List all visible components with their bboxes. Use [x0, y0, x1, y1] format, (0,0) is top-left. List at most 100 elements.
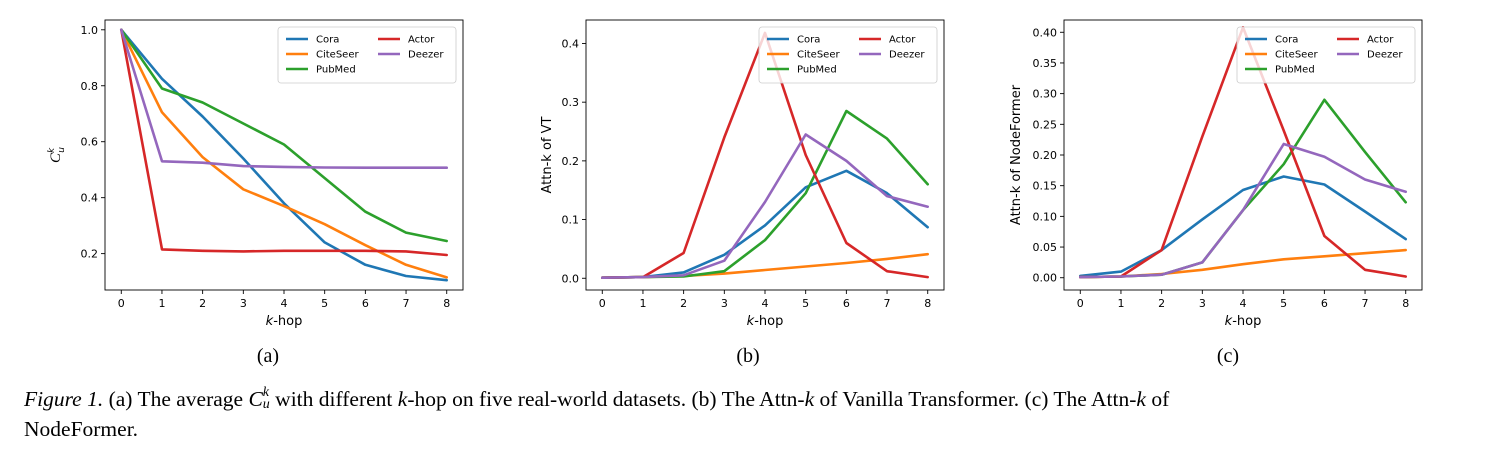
y-tick-label: 0.6 — [81, 136, 99, 149]
x-tick-label: 3 — [721, 297, 728, 310]
series-line-cora — [1079, 175, 1407, 278]
y-tick-label: 1.0 — [81, 24, 99, 37]
x-tick-label: 2 — [680, 297, 687, 310]
x-tick-label: 0 — [118, 297, 125, 310]
caption-math-u: u — [262, 397, 270, 413]
series-line-deezer — [600, 133, 930, 280]
y-tick-label: 0.2 — [562, 155, 580, 168]
chart-panel-3: 0 1 2 3 4 5 6 7 8 0.00 0.05 0.10 0.15 0.20 0.25 0.30 0.3… — [1009, 19, 1423, 367]
series-line-cora — [600, 169, 930, 280]
legend-label-citeseer: CiteSeer — [316, 50, 359, 61]
legend-box — [1236, 26, 1416, 84]
x-tick-label: 2 — [1158, 297, 1165, 310]
x-tick-label: 0 — [1077, 297, 1084, 310]
panel-label: (a) — [257, 345, 279, 367]
caption-k-1: k — [397, 387, 408, 411]
y-tick-label: 0.1 — [562, 214, 580, 227]
caption-text-e: of — [1151, 387, 1170, 411]
legend-label-deezer: Deezer — [408, 50, 444, 61]
x-tick-label: 0 — [599, 297, 606, 310]
y-tick-label: 0.8 — [81, 80, 99, 93]
caption-math-k: k — [262, 385, 270, 401]
x-tick-label: 8 — [924, 297, 931, 310]
panel-label: (c) — [1217, 345, 1239, 367]
x-tick-label: 6 — [843, 297, 850, 310]
x-tick-label: 6 — [362, 297, 369, 310]
caption-figure-label: Figure 1. — [24, 387, 104, 411]
x-axis-label: k-hop — [1225, 314, 1262, 329]
x-tick-label: 4 — [281, 297, 288, 310]
x-tick-label: 4 — [1240, 297, 1247, 310]
chart-panel-2: 0 1 2 3 4 5 6 7 8 0.0 0.1 0.2 0.3 0.4 k-hop Attn-k of V… — [540, 19, 945, 367]
y-tick-label: 0.25 — [1033, 118, 1058, 131]
caption-line-2: NodeFormer. — [24, 417, 139, 441]
x-axis-label: k-hop — [266, 314, 303, 329]
x-tick-label: 1 — [158, 297, 165, 310]
x-tick-label: 5 — [1280, 297, 1287, 310]
y-tick-label: 0.3 — [562, 96, 580, 109]
x-tick-label: 1 — [1117, 297, 1124, 310]
caption-k-2: k — [804, 387, 815, 411]
y-axis-label: Attn-k of VT — [540, 116, 555, 193]
series-line-pubmed — [600, 109, 930, 280]
caption-text-b: with different — [275, 387, 393, 411]
x-tick-label: 8 — [443, 297, 450, 310]
legend-label-citeseer: CiteSeer — [797, 50, 840, 61]
x-tick-label: 3 — [240, 297, 247, 310]
x-tick-label: 5 — [321, 297, 328, 310]
legend-label-pubmed: PubMed — [316, 65, 356, 76]
y-tick-label: 0.05 — [1033, 241, 1058, 254]
y-tick-label: 0.4 — [81, 192, 99, 205]
legend-box — [758, 26, 938, 84]
x-tick-label: 1 — [639, 297, 646, 310]
series-line-pubmed — [120, 28, 449, 243]
caption-text-c: -hop on five real-world datasets. (b) Th… — [407, 387, 805, 411]
y-tick-label: 0.30 — [1033, 88, 1058, 101]
legend-label-cora: Cora — [797, 35, 820, 46]
legend-label-citeseer: CiteSeer — [1275, 50, 1318, 61]
y-axis-label: Attn-k of NodeFormer — [1009, 84, 1024, 225]
x-tick-label: 5 — [802, 297, 809, 310]
legend-label-cora: Cora — [316, 35, 339, 46]
series-line-citeseer — [120, 28, 449, 279]
legend-label-deezer: Deezer — [1367, 50, 1403, 61]
figure-panels: 0 1 2 3 4 5 6 7 8 0.2 0.4 0.6 0.8 1.0 k-hop Cku Cora Cite… — [47, 19, 1423, 367]
y-tick-label: 0.2 — [81, 248, 99, 261]
series-line-actor — [120, 28, 449, 257]
y-tick-label: 0.15 — [1033, 180, 1058, 193]
legend-label-actor: Actor — [1367, 35, 1394, 46]
caption-math-c: C — [248, 387, 263, 411]
panel-label: (b) — [736, 345, 759, 367]
x-tick-label: 3 — [1199, 297, 1206, 310]
y-axis-label: Cku — [47, 147, 67, 163]
series-line-pubmed — [1079, 98, 1407, 279]
x-tick-label: 8 — [1402, 297, 1409, 310]
caption-text-d: of Vanilla Transformer. (c) The Attn- — [819, 387, 1137, 411]
y-tick-label: 0.35 — [1033, 57, 1058, 70]
legend-label-pubmed: PubMed — [797, 65, 837, 76]
y-tick-label: 0.00 — [1033, 272, 1058, 285]
x-tick-label: 2 — [199, 297, 206, 310]
series-line-deezer — [120, 28, 449, 169]
y-tick-label: 0.10 — [1033, 210, 1058, 223]
caption-k-3: k — [1136, 387, 1146, 411]
x-tick-label: 4 — [762, 297, 769, 310]
x-axis-label: k-hop — [747, 314, 784, 329]
legend-label-deezer: Deezer — [889, 50, 925, 61]
chart-panel-1: 0 1 2 3 4 5 6 7 8 0.2 0.4 0.6 0.8 1.0 k-hop Cku Cora Cite… — [47, 19, 464, 367]
y-tick-label: 0.4 — [562, 37, 580, 50]
x-tick-label: 7 — [1362, 297, 1369, 310]
caption-text-a: (a) The average — [108, 387, 244, 411]
series-line-cora — [120, 28, 449, 282]
series-line-deezer — [1079, 142, 1407, 279]
y-tick-label: 0.20 — [1033, 149, 1058, 162]
legend-label-pubmed: PubMed — [1275, 65, 1315, 76]
y-tick-label: 0.40 — [1033, 26, 1058, 39]
legend-label-actor: Actor — [889, 35, 916, 46]
legend-label-actor: Actor — [408, 35, 435, 46]
x-tick-label: 7 — [884, 297, 891, 310]
x-tick-label: 7 — [403, 297, 410, 310]
legend-label-cora: Cora — [1275, 35, 1298, 46]
